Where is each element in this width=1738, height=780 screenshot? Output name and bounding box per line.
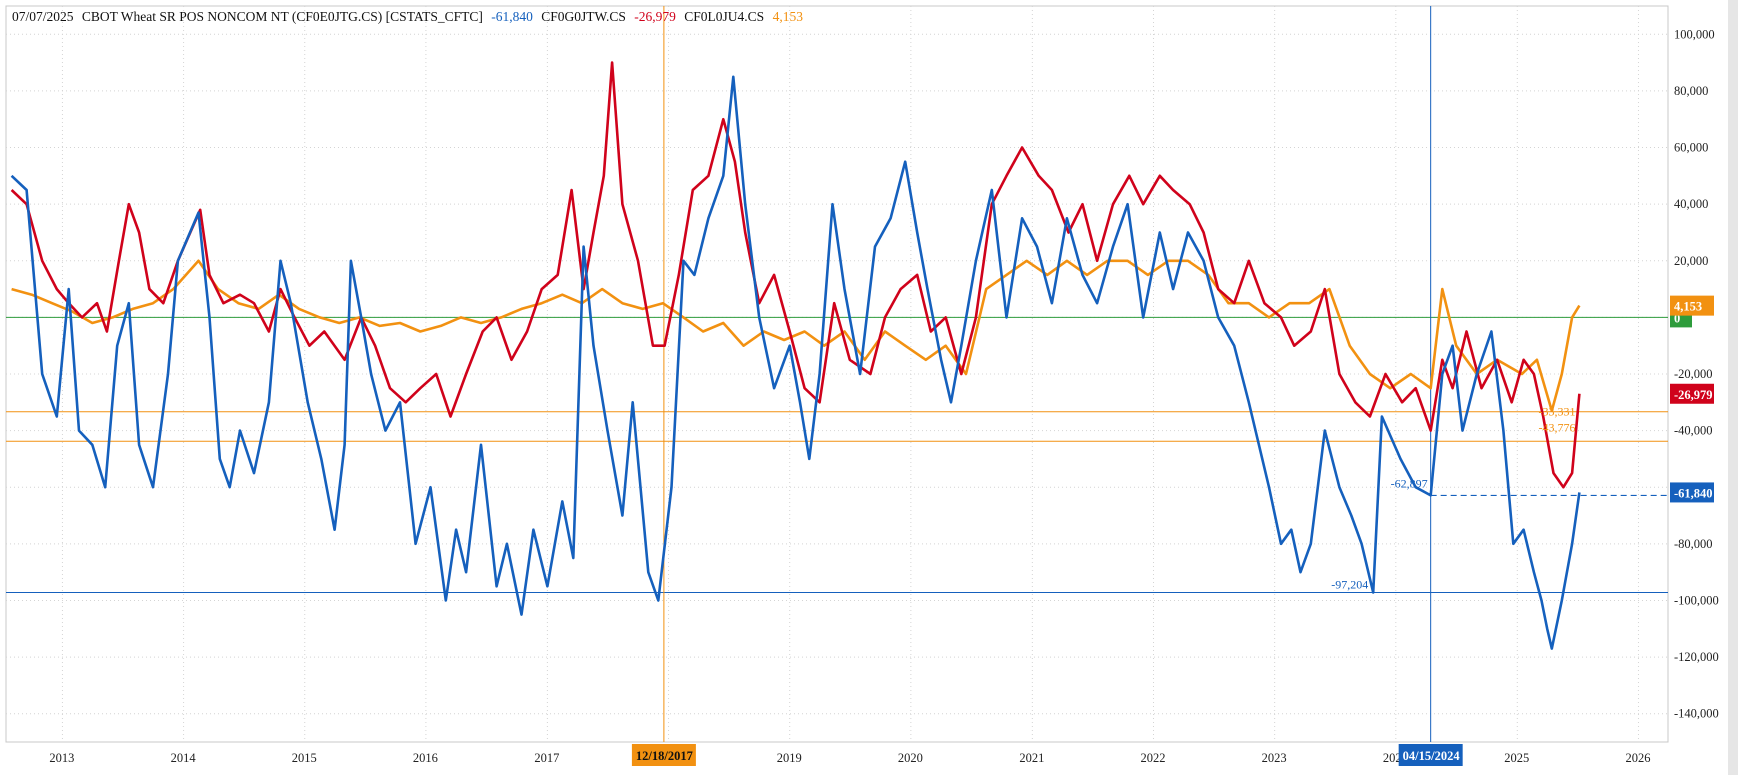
x-tick-label: 2017 — [534, 751, 559, 765]
chart-legend: 07/07/2025 CBOT Wheat SR POS NONCOM NT (… — [12, 9, 808, 25]
legend-series-3-ric: CF0L0JU4.CS — [684, 9, 765, 24]
series-1-last-badge: -61,840 — [1674, 486, 1713, 500]
annotation-label: -62,897 — [1391, 476, 1428, 490]
series-2-last-badge-bg — [1670, 383, 1714, 404]
annotation-label: -33,331 — [1539, 405, 1576, 419]
y-tick-label: -20,000 — [1674, 367, 1713, 381]
x-tick-label: 2013 — [49, 751, 74, 765]
y-tick-label: 20,000 — [1674, 254, 1708, 268]
x-tick-label: 2021 — [1019, 751, 1044, 765]
series-line-1 — [10, 75, 1581, 650]
date-badge-2: 04/15/2024 — [1403, 749, 1461, 763]
legend-title: CBOT Wheat SR POS NONCOM NT (CF0E0JTG.CS… — [81, 9, 483, 24]
scrollbar-track — [1728, 0, 1738, 775]
x-tick-label: 2019 — [777, 751, 802, 765]
x-tick-label: 2025 — [1504, 751, 1529, 765]
x-tick-label: 2015 — [292, 751, 317, 765]
x-tick-label: 2014 — [171, 751, 197, 765]
x-tick-label: 2023 — [1262, 751, 1287, 765]
annotation-label: -97,204 — [1331, 578, 1368, 592]
y-tick-label: 100,000 — [1674, 27, 1715, 41]
date-badge-2-bg — [1398, 744, 1463, 766]
x-tick-label: 2026 — [1625, 751, 1650, 765]
series-1-last-badge-bg — [1670, 482, 1714, 503]
y-tick-label: 60,000 — [1674, 141, 1708, 155]
series-3-last-badge-bg — [1670, 295, 1714, 316]
y-tick-label: -40,000 — [1674, 424, 1713, 438]
y-tick-label: -120,000 — [1674, 650, 1719, 664]
series-2-last-badge: -26,979 — [1674, 388, 1713, 402]
y-tick-label: -80,000 — [1674, 537, 1713, 551]
y-tick-label: -100,000 — [1674, 593, 1719, 607]
y-tick-label: 40,000 — [1674, 197, 1708, 211]
series-line-2 — [10, 61, 1581, 489]
annotation-label: -43,776 — [1539, 420, 1576, 434]
y-tick-label: -140,000 — [1674, 707, 1719, 721]
legend-date: 07/07/2025 — [12, 9, 74, 24]
date-badge-1-bg — [631, 744, 696, 766]
zero-badge: 0 — [1674, 311, 1680, 325]
date-badge-1: 12/18/2017 — [636, 749, 693, 763]
legend-series-3-value: 4,153 — [772, 9, 803, 24]
x-tick-label: 2022 — [1141, 751, 1166, 765]
series-3-last-badge: 4,153 — [1674, 300, 1702, 314]
x-tick-label: 2020 — [898, 751, 923, 765]
legend-series-2-value: -26,979 — [634, 9, 676, 24]
legend-series-2-ric: CF0G0JTW.CS — [541, 9, 626, 24]
y-tick-label: 80,000 — [1674, 84, 1708, 98]
legend-series-1-value: -61,840 — [491, 9, 533, 24]
x-tick-label: 2016 — [413, 751, 438, 765]
